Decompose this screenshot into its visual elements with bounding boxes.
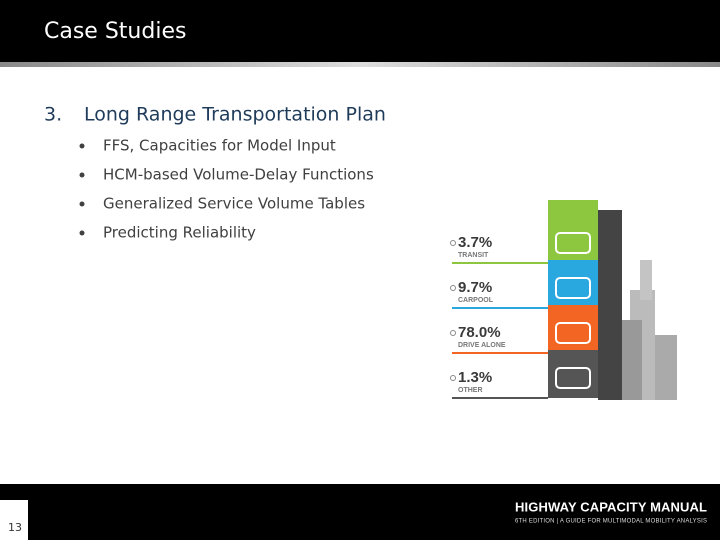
bullet-dot <box>79 230 85 236</box>
section-title: Long Range Transportation Plan <box>84 104 386 126</box>
row-dot <box>450 375 456 381</box>
section-number: 3. <box>44 104 62 126</box>
row-dot <box>450 330 456 336</box>
footer-bar <box>0 484 720 540</box>
bullet-list: FFS, Capacities for Model Input HCM-based… <box>79 137 374 242</box>
bullet-dot <box>79 143 85 149</box>
share-value: 9.7% <box>458 279 492 296</box>
share-value: 1.3% <box>458 369 492 386</box>
bullet-text: HCM-based Volume-Delay Functions <box>103 166 374 184</box>
share-label: DRIVE ALONE <box>458 342 506 349</box>
share-label: OTHER <box>458 387 483 394</box>
vehicle-icon <box>555 277 591 299</box>
building <box>622 320 642 400</box>
bullet-dot <box>79 172 85 178</box>
share-value: 78.0% <box>458 324 501 341</box>
row-dot <box>450 240 456 246</box>
share-label: TRANSIT <box>458 252 489 259</box>
page-number: 13 <box>8 521 22 534</box>
bullet-dot <box>79 201 85 207</box>
row-dot <box>450 285 456 291</box>
header-bar <box>0 0 720 62</box>
vehicle-icon <box>555 367 591 389</box>
infographic: 3.7%TRANSIT 9.7%CARPOOL 78.0%DRIVE ALONE 1.… <box>450 200 677 400</box>
logo-title: HIGHWAY CAPACITY MANUAL <box>515 499 707 514</box>
logo-subtitle: 6TH EDITION | A GUIDE FOR MULTIMODAL MOB… <box>515 519 707 525</box>
bullet-text: Predicting Reliability <box>103 224 256 242</box>
bullet-text: FFS, Capacities for Model Input <box>103 137 336 155</box>
bullet-text: Generalized Service Volume Tables <box>103 195 365 213</box>
building <box>640 260 652 300</box>
share-label: CARPOOL <box>458 297 494 304</box>
vehicle-icon <box>555 232 591 254</box>
share-value: 3.7% <box>458 234 492 251</box>
page-number-box <box>0 500 28 540</box>
header-rule <box>0 62 720 67</box>
vehicle-icon <box>555 322 591 344</box>
slide-title: Case Studies <box>44 19 186 44</box>
building <box>655 335 677 400</box>
road <box>598 210 622 400</box>
